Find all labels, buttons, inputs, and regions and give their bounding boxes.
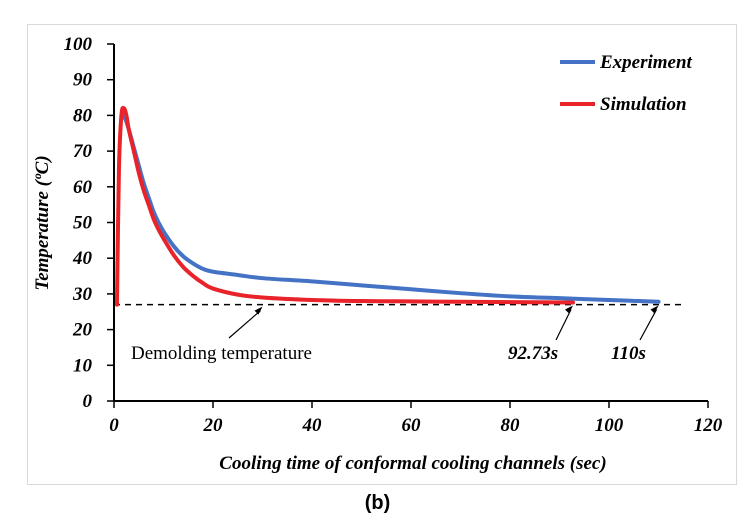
chart-axes: 0 10 20 30 40 50 60 70 80 90 100 0 20 40 60 80 100 120	[64, 34, 723, 436]
y-tick-label: 30	[72, 284, 93, 305]
legend-label-simulation: Simulation	[600, 94, 687, 115]
y-tick-label: 10	[73, 355, 93, 376]
y-tick-label: 90	[73, 70, 93, 91]
y-tick-label: 50	[73, 213, 93, 234]
annotation-arrow	[555, 309, 572, 341]
x-tick-label: 20	[203, 415, 224, 436]
y-axis-title: Temperature (ºC)	[32, 155, 53, 290]
y-tick-label: 20	[72, 320, 93, 341]
y-tick-label: 60	[73, 177, 93, 198]
series-line-simulation	[114, 105, 576, 307]
y-tick-label: 0	[83, 391, 93, 412]
x-tick-label: 80	[501, 415, 521, 436]
annotation-110s: 110s	[611, 343, 646, 364]
panel-label: (b)	[364, 492, 391, 514]
y-tick-label: 70	[73, 141, 93, 162]
annotation-arrow	[639, 309, 658, 341]
x-tick-label: 0	[109, 415, 119, 436]
legend-label-experiment: Experiment	[599, 52, 693, 73]
annotation-arrowhead	[650, 305, 659, 314]
chart-series	[114, 105, 661, 307]
chart-legend: Experiment Simulation	[560, 52, 693, 115]
y-tick-label: 100	[64, 34, 93, 55]
annotation-demolding-temperature: Demolding temperature	[131, 343, 312, 364]
chart-frame: 0 10 20 30 40 50 60 70 80 90 100 0 20 40 60 80 100 120 De…	[27, 24, 737, 485]
line-chart: 0 10 20 30 40 50 60 70 80 90 100 0 20 40 60 80 100 120 De…	[32, 34, 723, 474]
annotation-arrow	[228, 310, 261, 339]
series-line-experiment	[119, 113, 661, 304]
y-tick-label: 80	[73, 105, 93, 126]
annotation-arrowhead	[254, 306, 263, 315]
x-tick-label: 100	[595, 415, 624, 436]
y-tick-label: 40	[72, 248, 93, 269]
annotation-arrowhead	[565, 305, 574, 314]
x-axis-title: Cooling time of conformal cooling channe…	[219, 453, 606, 474]
chart-annotations: Demolding temperature 92.73s 110s	[131, 305, 659, 364]
x-tick-label: 120	[694, 415, 723, 436]
annotation-92-73s: 92.73s	[508, 343, 558, 364]
x-tick-label: 40	[302, 415, 323, 436]
x-tick-label: 60	[402, 415, 422, 436]
